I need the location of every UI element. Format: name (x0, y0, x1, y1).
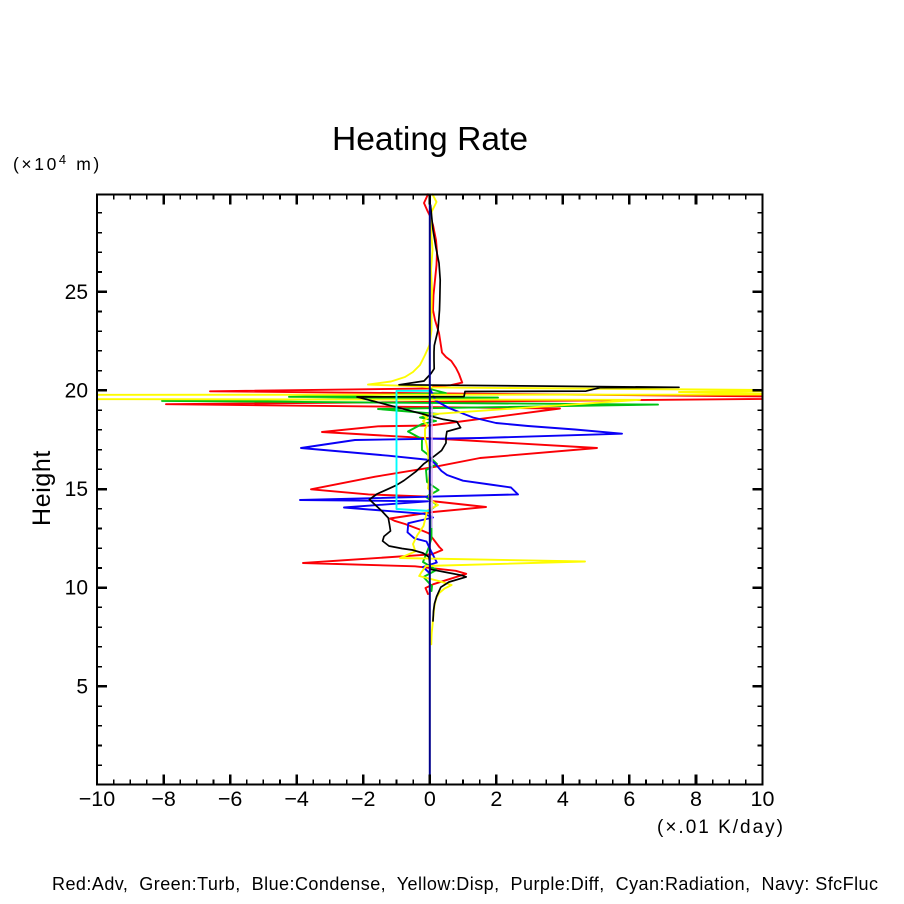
svg-text:20: 20 (65, 379, 88, 402)
svg-text:(×104 m): (×104 m) (13, 152, 102, 174)
svg-text:6: 6 (623, 787, 635, 811)
svg-text:4: 4 (557, 787, 569, 811)
svg-text:Red:Adv, Green:Turb, Blue:Co: Red:Adv, Green:Turb, Blue:Condense, Yell… (52, 874, 878, 894)
svg-text:0: 0 (424, 787, 436, 811)
svg-text:15: 15 (65, 478, 88, 501)
svg-text:−8: −8 (151, 787, 176, 811)
svg-text:−4: −4 (284, 787, 309, 811)
svg-text:Height: Height (28, 450, 56, 526)
svg-text:−6: −6 (218, 787, 243, 811)
svg-text:25: 25 (65, 281, 88, 304)
svg-text:10: 10 (65, 577, 88, 600)
svg-text:2: 2 (490, 787, 502, 811)
svg-text:−10: −10 (79, 787, 116, 811)
svg-text:10: 10 (751, 787, 775, 811)
svg-text:−2: −2 (351, 787, 376, 811)
svg-text:5: 5 (76, 675, 88, 698)
svg-text:8: 8 (690, 787, 702, 811)
svg-text:Heating Rate: Heating Rate (332, 120, 528, 157)
